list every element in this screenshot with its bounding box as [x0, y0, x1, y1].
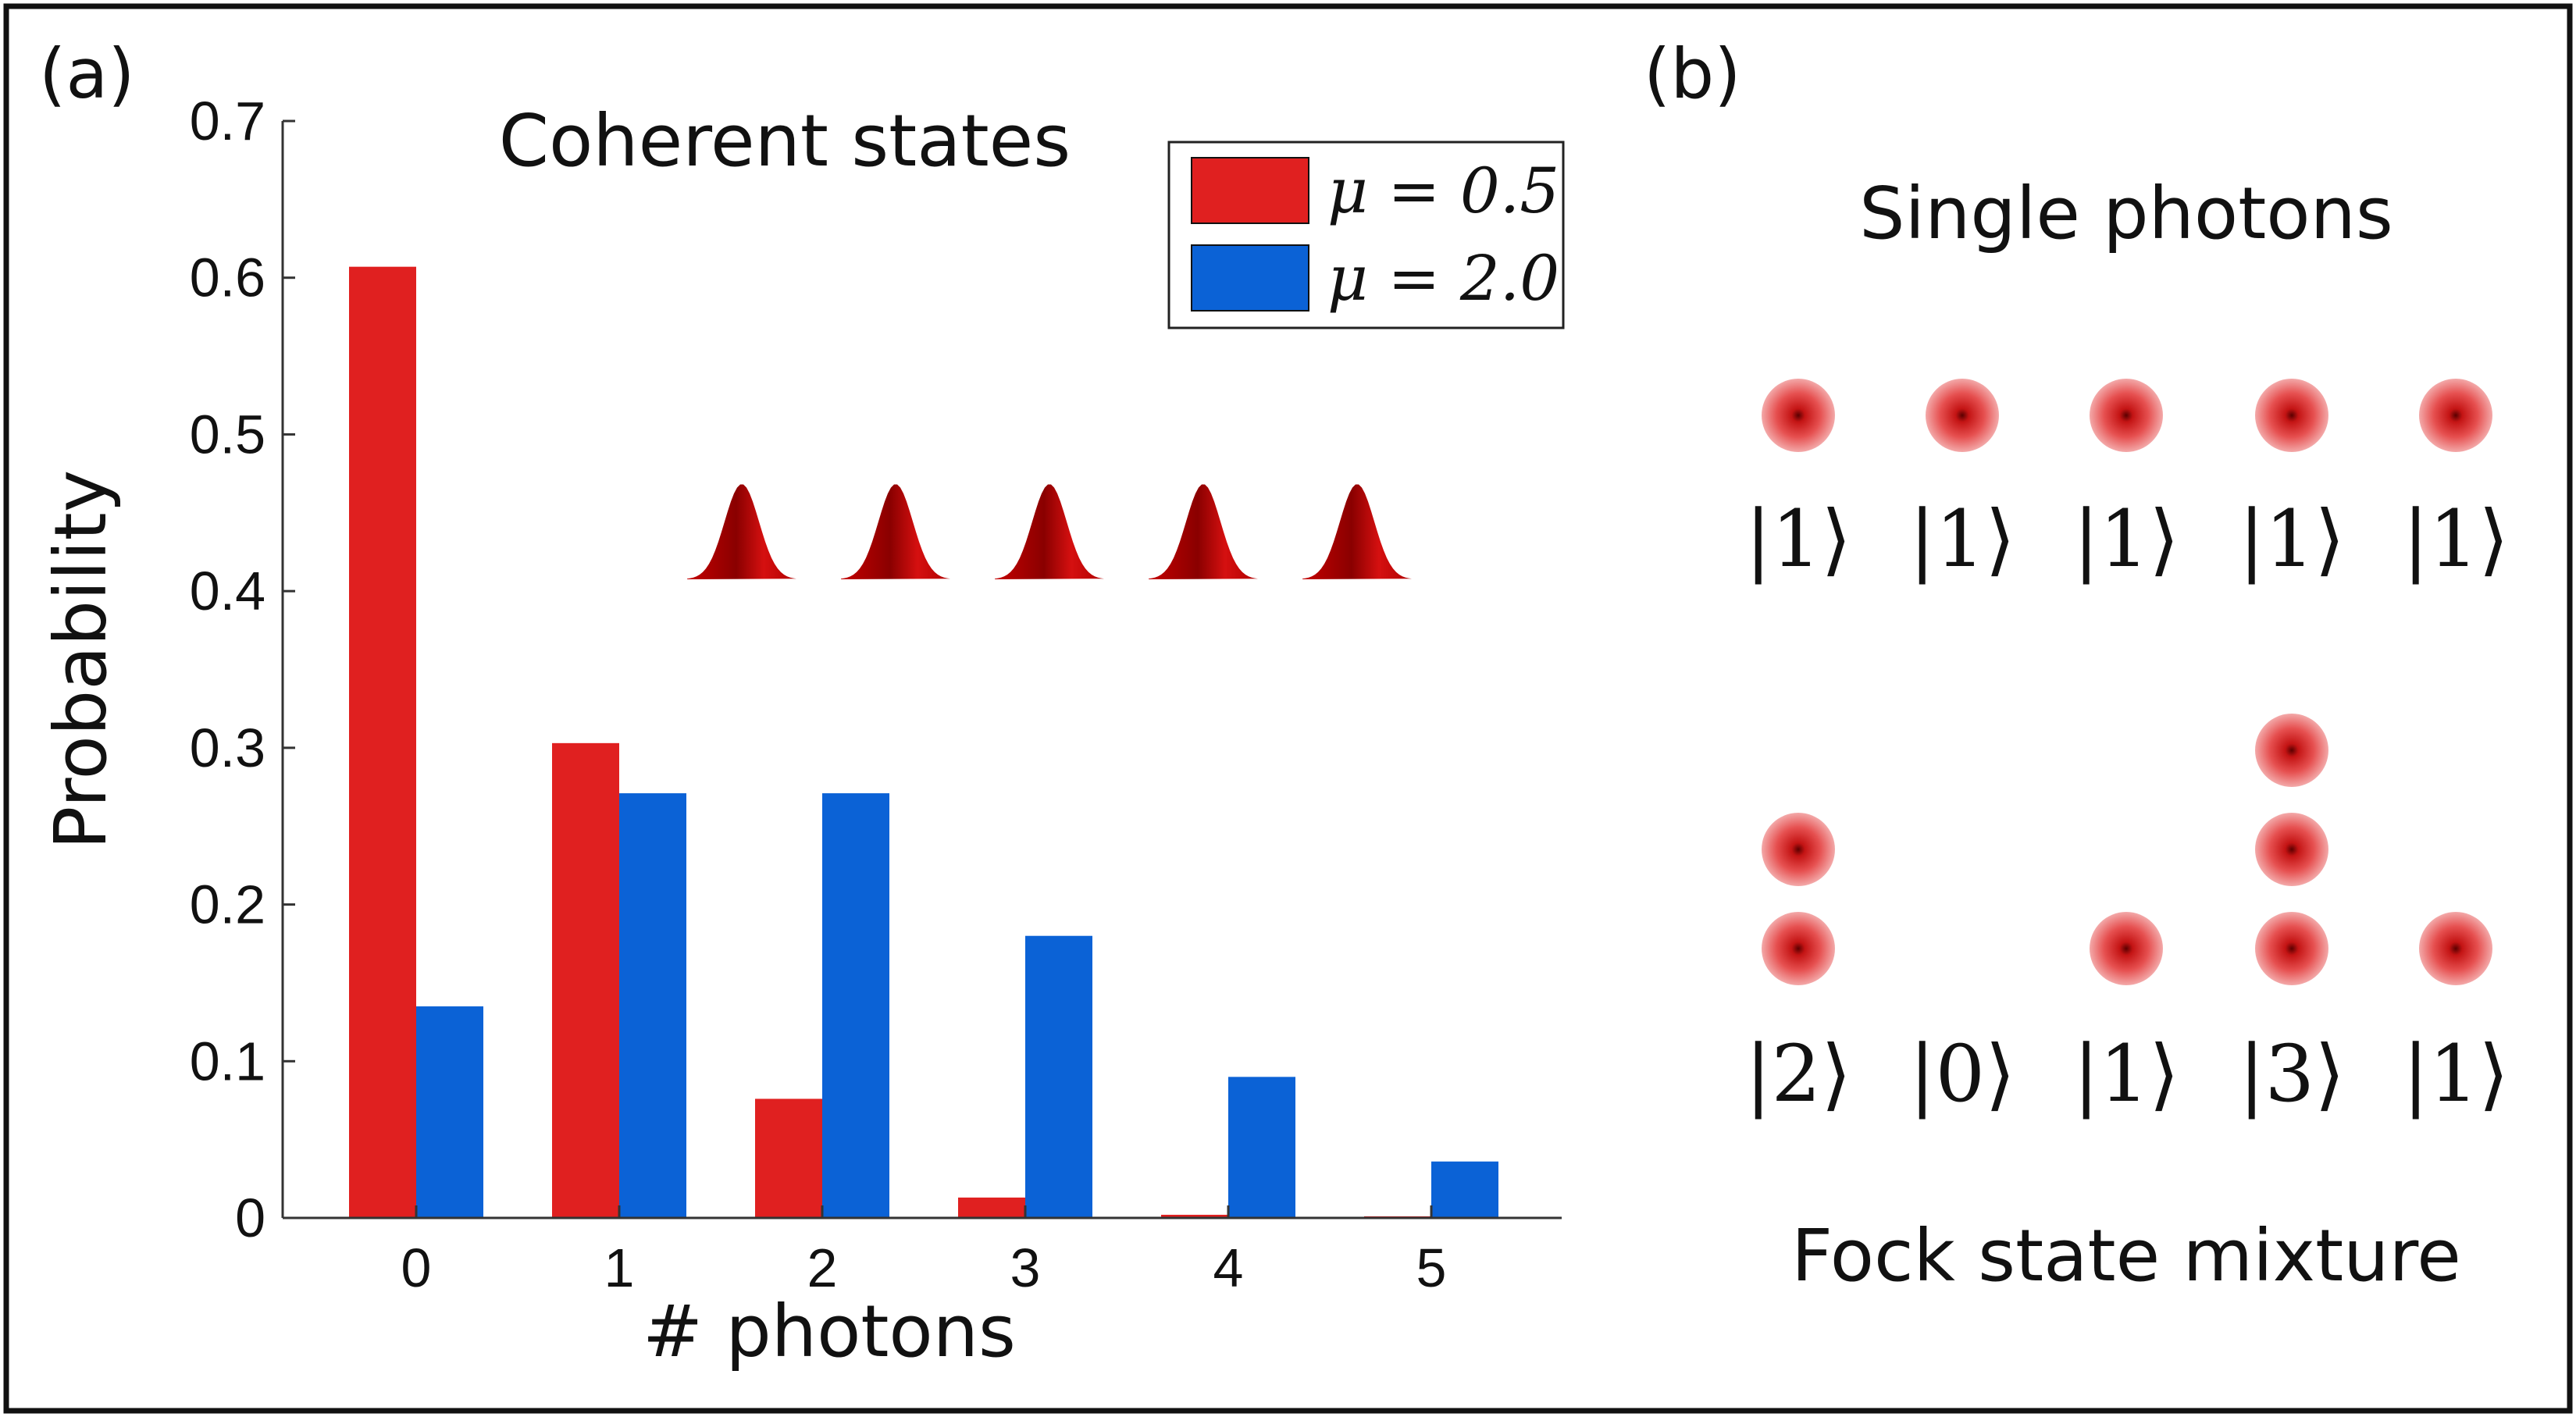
- photon-icon: [1762, 379, 1835, 452]
- bar-mu-0.5-3: [958, 1197, 1025, 1218]
- y-tick-label: 0.7: [190, 91, 265, 151]
- x-tick-label: 5: [1416, 1237, 1447, 1298]
- photon-icon: [2419, 912, 2492, 985]
- y-axis-label: Probability: [39, 470, 123, 849]
- y-tick-label: 0.6: [190, 247, 265, 308]
- bar-mu-0.5-0: [349, 266, 416, 1218]
- x-tick-label: 3: [1010, 1237, 1041, 1298]
- single-ket-2: |1⟩: [2073, 493, 2179, 585]
- single-photons-title: Single photons: [1859, 172, 2393, 255]
- fock-ket-0: |2⟩: [1745, 1028, 1851, 1120]
- panel-b: (b) Single photons Fock state mixture |1…: [1644, 34, 2509, 1298]
- panel-a-label: (a): [39, 34, 135, 114]
- single-photon-row: |1⟩ |1⟩ |1⟩ |1⟩ |1⟩: [1745, 379, 2509, 585]
- bar-mu-2.0-4: [1228, 1077, 1295, 1218]
- x-axis-label: # photons: [643, 1290, 1016, 1373]
- photon-icon: [2255, 912, 2328, 985]
- y-tick-label: 0.5: [190, 404, 265, 465]
- single-ket-4: |1⟩: [2403, 493, 2509, 585]
- panel-a: (a) Coherent states Probability # photon…: [39, 34, 1565, 1373]
- bar-mu-0.5-4: [1161, 1214, 1228, 1218]
- single-ket-3: |1⟩: [2239, 493, 2345, 585]
- y-tick-label: 0.4: [190, 561, 265, 621]
- fock-ket-2: |1⟩: [2073, 1028, 2179, 1120]
- photon-icon: [2090, 379, 2163, 452]
- fock-state-row: |2⟩ |0⟩ |1⟩ |3⟩ |1⟩: [1745, 714, 2509, 1120]
- bar-mu-2.0-3: [1025, 935, 1092, 1218]
- legend-swatch-mu-0.5: [1191, 157, 1309, 224]
- coherent-pulse-icon: [1149, 484, 1258, 579]
- y-tick-label: 0.2: [190, 874, 265, 935]
- legend-swatch-mu-2.0: [1191, 244, 1309, 312]
- y-tick-label: 0.1: [190, 1031, 265, 1091]
- photon-icon: [2090, 912, 2163, 985]
- chart-title: Coherent states: [499, 99, 1071, 183]
- coherent-pulse-icon: [687, 484, 796, 579]
- bar-mu-2.0-1: [619, 793, 686, 1218]
- single-ket-0: |1⟩: [1745, 493, 1851, 585]
- single-ket-1: |1⟩: [1909, 493, 2015, 585]
- photon-icon: [2419, 379, 2492, 452]
- photon-icon: [2255, 813, 2328, 886]
- bar-mu-0.5-1: [552, 742, 619, 1218]
- coherent-pulse-icon: [995, 484, 1104, 579]
- photon-icon: [1762, 912, 1835, 985]
- x-tick-label: 4: [1213, 1237, 1244, 1298]
- legend-label-mu-0.5: μ = 0.5: [1327, 155, 1559, 227]
- axes-layer: 0 0.1 0.2 0.3 0.4 0.5 0.6 0.7 0 1 2 3 4 5: [190, 91, 1562, 1298]
- coherent-pulse-icon: [1302, 484, 1412, 579]
- bar-mu-2.0-5: [1431, 1161, 1498, 1218]
- coherent-pulse-icon: [841, 484, 950, 579]
- photon-icon: [2255, 714, 2328, 787]
- legend-label-mu-2.0: μ = 2.0: [1327, 242, 1559, 315]
- photon-icon: [2255, 379, 2328, 452]
- photon-icon: [1762, 813, 1835, 886]
- fock-ket-4: |1⟩: [2403, 1028, 2509, 1120]
- bar-mu-2.0-0: [416, 1006, 483, 1218]
- bar-mu-0.5-2: [755, 1098, 822, 1218]
- fock-mixture-title: Fock state mixture: [1791, 1214, 2461, 1298]
- y-tick-label: 0: [235, 1187, 265, 1248]
- bar-mu-2.0-2: [822, 793, 889, 1218]
- bars-layer: [349, 266, 1498, 1218]
- photon-icon: [1926, 379, 1999, 452]
- panel-b-label: (b): [1644, 34, 1741, 114]
- x-tick-label: 1: [604, 1237, 635, 1298]
- figure-frame: [3, 3, 2573, 1414]
- coherent-pulses: [687, 484, 1412, 579]
- fock-ket-3: |3⟩: [2239, 1028, 2345, 1120]
- x-tick-label: 2: [807, 1237, 838, 1298]
- legend: μ = 0.5 μ = 2.0: [1167, 141, 1565, 329]
- y-tick-label: 0.3: [190, 717, 265, 778]
- x-tick-label: 0: [401, 1237, 432, 1298]
- fock-ket-1: |0⟩: [1909, 1028, 2015, 1120]
